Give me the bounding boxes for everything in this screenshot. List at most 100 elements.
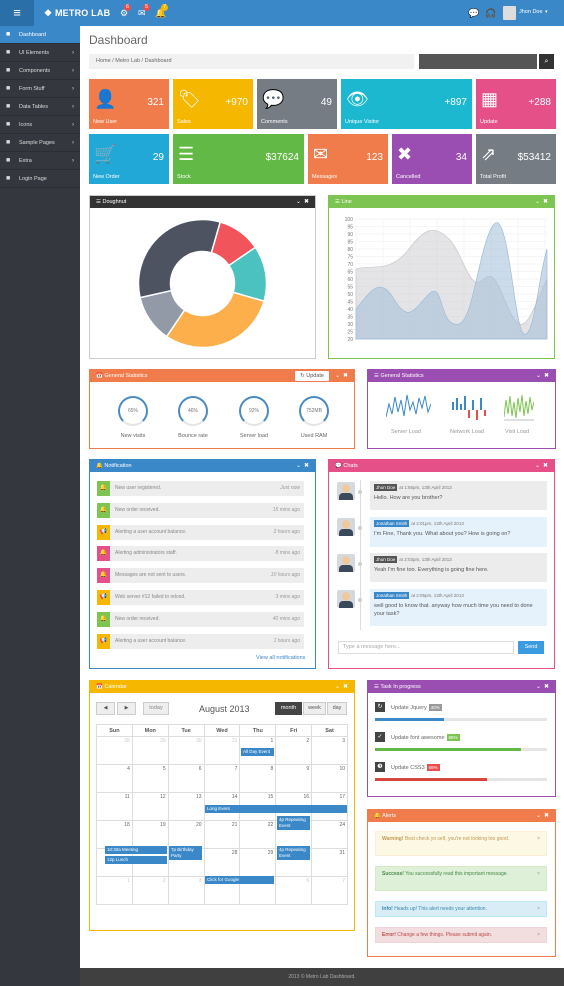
calendar-day-cell[interactable]: 13 [167,792,205,821]
brand-logo[interactable]: ❖ METRO LAB [44,8,111,18]
notification-item[interactable]: 🔔 New order received. 15 mins ago [97,502,304,518]
calendar-day-cell[interactable]: 29 [131,736,169,765]
panel-controls[interactable]: ⌄✖ [535,813,552,819]
panel-controls[interactable]: ⌄✖ [334,373,351,379]
sidebar-item-ui-elements[interactable]: ■ UI Elements › [0,44,80,62]
calendar-day-cell[interactable]: 30 [167,736,205,765]
sidebar-item-extra[interactable]: ■ Extra › [0,152,80,170]
calendar-day-cell[interactable]: 8 [239,764,277,793]
chat-author[interactable]: Jhon Doe [374,484,398,491]
calendar-event[interactable]: 4p Repeating Event [277,846,310,860]
panel-controls[interactable]: ⌄✖ [334,684,351,690]
chat-author[interactable]: Jhon Doe [374,556,398,563]
calendar-day-cell[interactable]: 6 [275,876,313,905]
calendar-day-cell[interactable]: 9 [275,764,313,793]
sidebar-item-icons[interactable]: ■ Icons › [0,116,80,134]
notification-item[interactable]: 📢 Alerting a user account balance. 1 hours… [97,633,304,649]
close-icon[interactable]: × [537,906,540,912]
caret-down-icon[interactable]: ▾ [545,9,548,15]
stat-tile[interactable]: ▦ +288 Update [476,79,556,129]
calendar-day-cell[interactable]: 28 [96,736,133,765]
calendar-event[interactable]: All Day Event [241,748,274,756]
bell-icon[interactable]: 🔔 [155,8,167,18]
headphones-icon[interactable]: 🎧 [485,8,497,18]
task-item[interactable]: ❸ Update CSS3 65% [375,762,547,774]
task-item[interactable]: ↻ Update Jquery 40% [375,702,547,714]
panel-controls[interactable]: ⌄✖ [295,463,312,469]
settings-icon[interactable]: ⚙ [120,8,129,18]
stat-tile[interactable]: ✖ 34 Cancelled [392,134,472,184]
calendar-day-cell[interactable]: 12 [131,792,169,821]
notification-item[interactable]: 📢 Alerting a user account balance. 2 hours… [97,524,304,540]
send-button[interactable]: Send [518,641,544,654]
calendar-view-week-button[interactable]: week [303,702,326,715]
sidebar-item-data-tables[interactable]: ■ Data Tables › [0,98,80,116]
chat-icon[interactable]: 💬 [468,8,480,18]
stat-tile[interactable]: 🏷 +970 Sales [173,79,253,129]
calendar-event[interactable]: 10:30a Meeting [105,846,167,854]
view-all-notifications-link[interactable]: View all notifications [256,655,306,661]
panel-controls[interactable]: ⌄✖ [534,199,551,205]
calendar-day-cell[interactable]: 31 [311,848,348,877]
notification-item[interactable]: 📢 Web server #12 failed to relosd. 3 mins … [97,590,304,605]
calendar-day-cell[interactable]: 2 [131,876,169,905]
close-icon[interactable]: × [537,932,540,938]
panel-controls[interactable]: ⌄✖ [534,463,551,469]
notification-item[interactable]: 🔔 Messages are not sent to users. 10 hours… [97,568,304,584]
calendar-event[interactable]: 7p Birthday Party [169,846,202,860]
calendar-day-cell[interactable]: 1 [96,876,133,905]
calendar-day-cell[interactable]: 20 [167,820,205,849]
calendar-view-month-button[interactable]: month [275,702,302,715]
calendar-day-cell[interactable]: 7 [311,876,348,905]
calendar-day-cell[interactable]: 6 [167,764,205,793]
task-item[interactable]: ✓ Update font awesome 85% [375,732,547,744]
stat-tile[interactable]: 👤 321 New User [89,79,169,129]
calendar-day-cell[interactable]: 2 [275,736,313,765]
sidebar-item-sample-pages[interactable]: ■ Sample Pages › [0,134,80,152]
notification-item[interactable]: 🔔 New order received. 40 mins ago [97,611,304,627]
stat-tile[interactable]: ⇗ $53412 Total Profit [476,134,556,184]
calendar-event[interactable]: 12p Lunch [105,856,167,864]
close-icon[interactable]: × [537,836,540,842]
stat-tile[interactable]: 👁 +897 Unique Visitor [341,79,472,129]
stat-tile[interactable]: ✉ 123 Messages [308,134,388,184]
calendar-day-cell[interactable]: 11 [96,792,133,821]
calendar-day-cell[interactable]: 7 [203,764,241,793]
calendar-day-cell[interactable]: 28 [203,848,241,877]
sidebar-item-form-stuff[interactable]: ■ Form Stuff › [0,80,80,98]
calendar-day-cell[interactable]: 29 [239,848,277,877]
notification-item[interactable]: 🔔 New user registered. Just now [97,481,304,496]
sidebar-toggle-button[interactable]: ≡ [0,0,34,26]
close-icon[interactable]: × [537,871,540,877]
calendar-day-cell[interactable]: 10 [311,764,348,793]
calendar-day-cell[interactable]: 18 [96,820,133,849]
calendar-event[interactable]: Click for Google [205,876,274,884]
calendar-day-cell[interactable]: 4 [96,764,133,793]
calendar-view-day-button[interactable]: day [327,702,347,715]
sidebar-item-login-page[interactable]: ■ Login Page [0,170,80,188]
calendar-day-cell[interactable]: 3 [311,736,348,765]
calendar-day-cell[interactable]: 3 [167,876,205,905]
calendar-prev-button[interactable]: ◀ [96,702,115,715]
calendar-event[interactable]: Long Event [205,805,347,813]
breadcrumb[interactable]: Home / Metro Lab / Dashboard [89,54,414,69]
stat-tile[interactable]: ☰ $37624 Stock [173,134,304,184]
stat-tile[interactable]: 🛒 29 New Order [89,134,169,184]
search-icon[interactable]: ⌕ [539,54,554,69]
chat-author[interactable]: Jonathan Smith [374,520,410,527]
calendar-day-cell[interactable]: 22 [239,820,277,849]
user-avatar[interactable] [503,6,516,20]
stat-tile[interactable]: 💬 49 Comments [257,79,337,129]
calendar-day-cell[interactable]: 19 [131,820,169,849]
calendar-day-cell[interactable]: 21 [203,820,241,849]
chat-author[interactable]: Jonathan Smith [374,592,410,599]
panel-controls[interactable]: ⌄✖ [535,684,552,690]
sidebar-item-components[interactable]: ■ Components › [0,62,80,80]
inbox-icon[interactable]: ✉ [138,8,146,18]
calendar-day-cell[interactable]: 5 [131,764,169,793]
notification-item[interactable]: 🔔 Alerting administrators staff. 8 mins ag… [97,546,304,562]
user-name[interactable]: Jhon Doe [519,9,543,15]
calendar-day-cell[interactable]: 24 [311,820,348,849]
panel-controls[interactable]: ⌄✖ [535,373,552,379]
panel-controls[interactable]: ⌄✖ [295,199,312,205]
